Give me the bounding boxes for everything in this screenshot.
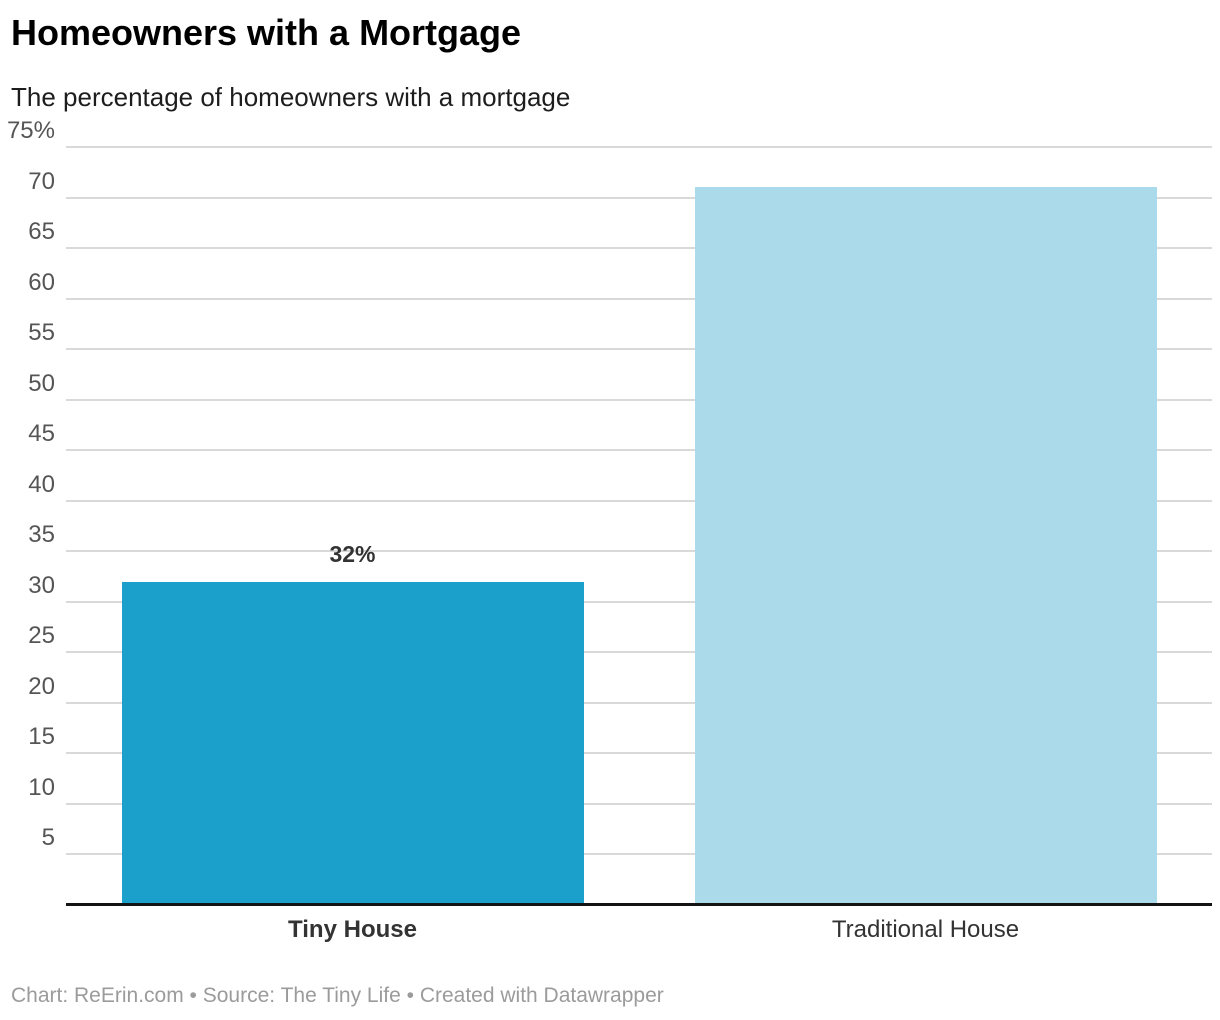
gridline-25 [66,651,1212,654]
y-tick-label-50: 50 [28,369,55,397]
y-tick-label-35: 35 [28,521,55,549]
chart-title: Homeowners with a Mortgage [11,12,522,53]
chart-subtitle: The percentage of homeowners with a mort… [11,82,571,112]
bar-value-label-tiny-house: 32% [329,540,376,567]
x-axis-labels: Tiny House Traditional House [66,916,1212,948]
gridline-15 [66,752,1212,755]
gridline-50 [66,398,1212,401]
x-axis-baseline [66,903,1212,906]
y-tick-label-15: 15 [28,723,55,751]
gridline-60 [66,297,1212,300]
y-tick-label-5: 5 [41,824,55,852]
y-tick-label-25: 25 [28,622,55,650]
y-tick-label-45: 45 [28,420,55,448]
gridline-75 [66,146,1212,148]
y-axis-labels: 5 10 15 20 25 30 35 40 45 50 55 60 65 70 75% [0,117,55,905]
chart-footer: Chart: ReErin.com • Source: The Tiny Lif… [11,984,664,1007]
gridline-35 [66,550,1212,553]
y-tick-label-65: 65 [28,218,55,246]
gridline-20 [66,701,1212,704]
gridline-30 [66,600,1212,603]
bar-tiny-house [121,581,584,905]
x-category-label-traditional-house: Traditional House [831,916,1020,943]
bar-traditional-house [694,187,1157,905]
gridline-65 [66,247,1212,250]
gridline-45 [66,449,1212,452]
gridline-55 [66,348,1212,351]
gridline-70 [66,196,1212,199]
gridline-10 [66,802,1212,805]
y-tick-label-30: 30 [28,571,55,599]
y-tick-label-70: 70 [28,167,55,195]
gridline-5 [66,853,1212,856]
y-tick-label-40: 40 [28,470,55,498]
y-tick-label-60: 60 [28,268,55,296]
y-tick-label-55: 55 [28,319,55,347]
x-category-label-tiny-house: Tiny House [288,916,417,943]
y-tick-label-20: 20 [28,672,55,700]
y-tick-label-10: 10 [28,773,55,801]
plot-area: 32% [66,146,1212,905]
y-tick-label-75: 75% [6,117,55,144]
gridline-40 [66,499,1212,502]
